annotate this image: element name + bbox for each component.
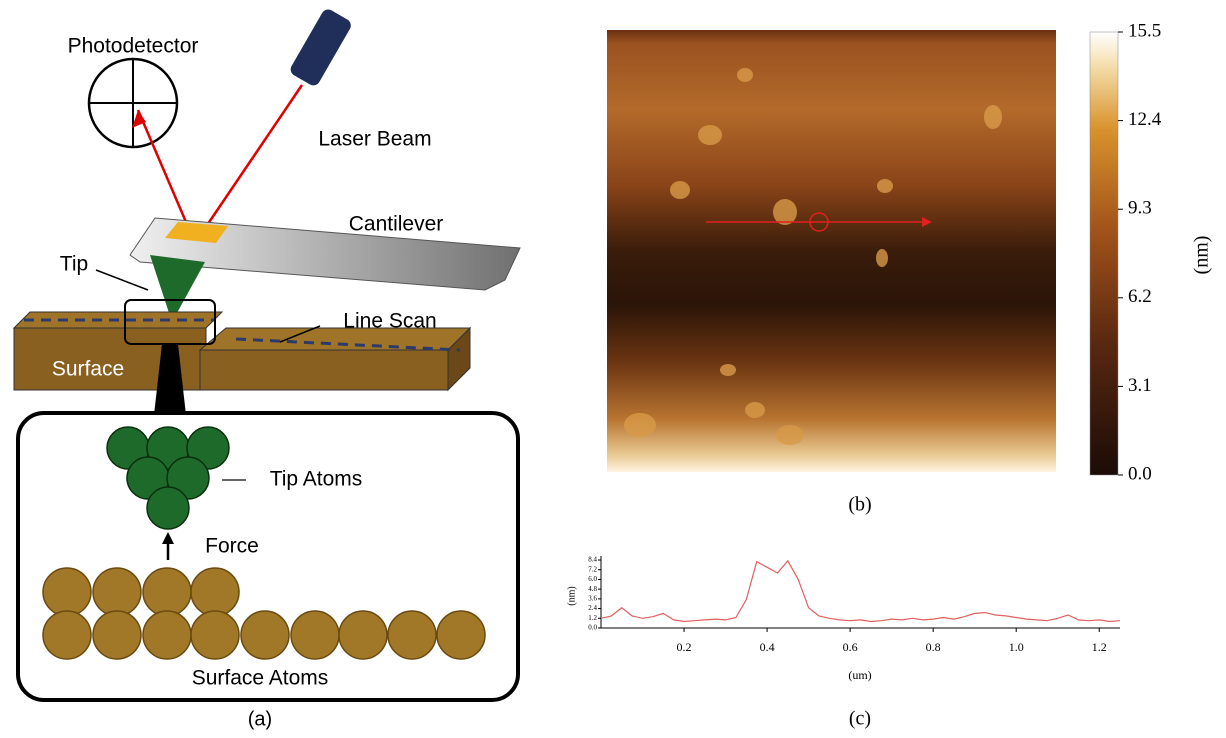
colorbar-axis: 0.0 3.1 6.2 9.3 12.4 15.5 [1118,20,1162,484]
x-tick-label: 1.2 [1092,640,1107,654]
laser [288,7,353,88]
label: Tip Atoms [270,468,363,491]
label: Line Scan [343,310,436,333]
x-tick-label: 0.4 [760,640,775,654]
label: Photodetector [68,35,199,58]
x-tick-label: 0.6 [843,640,858,654]
colorbar-tick-label: 0.0 [1128,463,1152,484]
panel-label: (b) [848,494,871,516]
x-tick-label: 0.8 [926,640,941,654]
line-profile: 0.2 0.4 0.6 0.8 1.0 1.2 0.0 1.2 2.4 3.64.8 6.0 7.28… [588,556,1120,654]
label: Surface [52,358,124,381]
colorbar-tick-label: 9.3 [1128,198,1152,219]
profile-line [601,561,1120,622]
figure: Photodetector Laser Beam Cantilever Tip … [0,0,1226,738]
panel-label: (c) [849,708,871,730]
x-tick-label: 0.2 [677,640,692,654]
y-tick-label: 7.2 [588,565,597,573]
x-axis-label: (um) [848,668,871,682]
y-tick-label: 4.8 [588,585,597,593]
y-tick-label: 3.6 [588,594,597,602]
colorbar-tick-label: 3.1 [1128,375,1152,396]
colorbar-tick-label: 6.2 [1128,286,1152,307]
label: Tip [60,253,88,276]
surface-front [200,350,448,390]
leader [96,270,148,290]
label: Force [205,535,259,558]
label: Surface Atoms [192,667,329,690]
x-tick-label: 1.0 [1009,640,1024,654]
afm-diagram: Photodetector Laser Beam Cantilever Tip … [14,7,520,730]
y-tick-label: 8.4 [588,556,597,564]
y-tick-label: 6.0 [588,575,597,583]
label: Laser Beam [318,128,431,151]
afm-image [607,30,1118,475]
colorbar-label: (nm) [1191,236,1213,275]
y-tick-label: 0.0 [588,624,597,632]
y-tick-label: 2.4 [588,604,597,612]
height-map [607,30,1056,472]
y-axis-label: (nm) [566,586,577,605]
panel-label: (a) [248,708,272,730]
colorbar-tick-label: 12.4 [1128,109,1162,130]
label: Cantilever [349,213,444,236]
colorbar-tick-label: 15.5 [1128,20,1161,41]
y-tick-label: 1.2 [588,614,597,622]
colorbar [1090,32,1118,475]
